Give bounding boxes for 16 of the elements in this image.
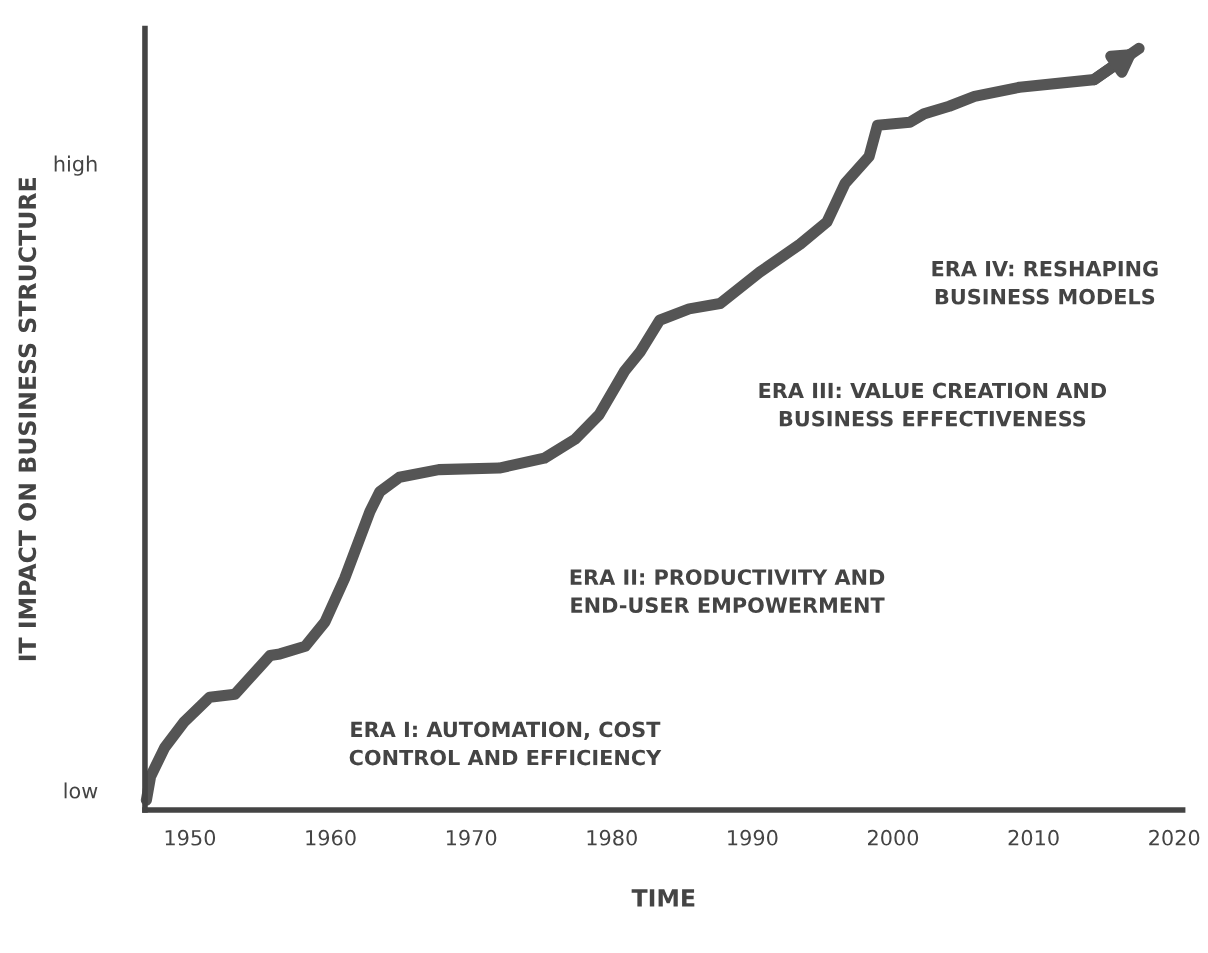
text: low xyxy=(64,782,98,799)
x-tick-label: 1950 xyxy=(165,829,216,846)
annotation: ERA I: AUTOMATION, COST CONTROL AND EFFICIENCY xyxy=(349,721,662,766)
text: high xyxy=(54,155,97,176)
annotation: ERA IV: RESHAPING BUSINESS MODELS xyxy=(932,260,1158,305)
annotation: ERA II: PRODUCTIVITY AND END-USER EMPOWERMENT xyxy=(570,569,885,614)
x-tick-label: 2010 xyxy=(1008,829,1059,846)
x-tick-label: 2020 xyxy=(1149,829,1200,846)
y-axis-title: IT IMPACT ON BUSINESS STRUCTURE xyxy=(18,178,37,661)
x-tick-label: 1970 xyxy=(446,829,497,846)
annotation: ERA III: VALUE CREATION AND BUSINESS EFFECTIVENESS xyxy=(759,382,1107,427)
x-axis-title: TIME xyxy=(631,889,695,907)
x-tick-label: 2000 xyxy=(868,829,919,846)
x-tick-label: 1980 xyxy=(587,829,637,846)
x-tick-label: 1960 xyxy=(306,829,356,846)
x-tick-label: 1990 xyxy=(728,829,778,846)
